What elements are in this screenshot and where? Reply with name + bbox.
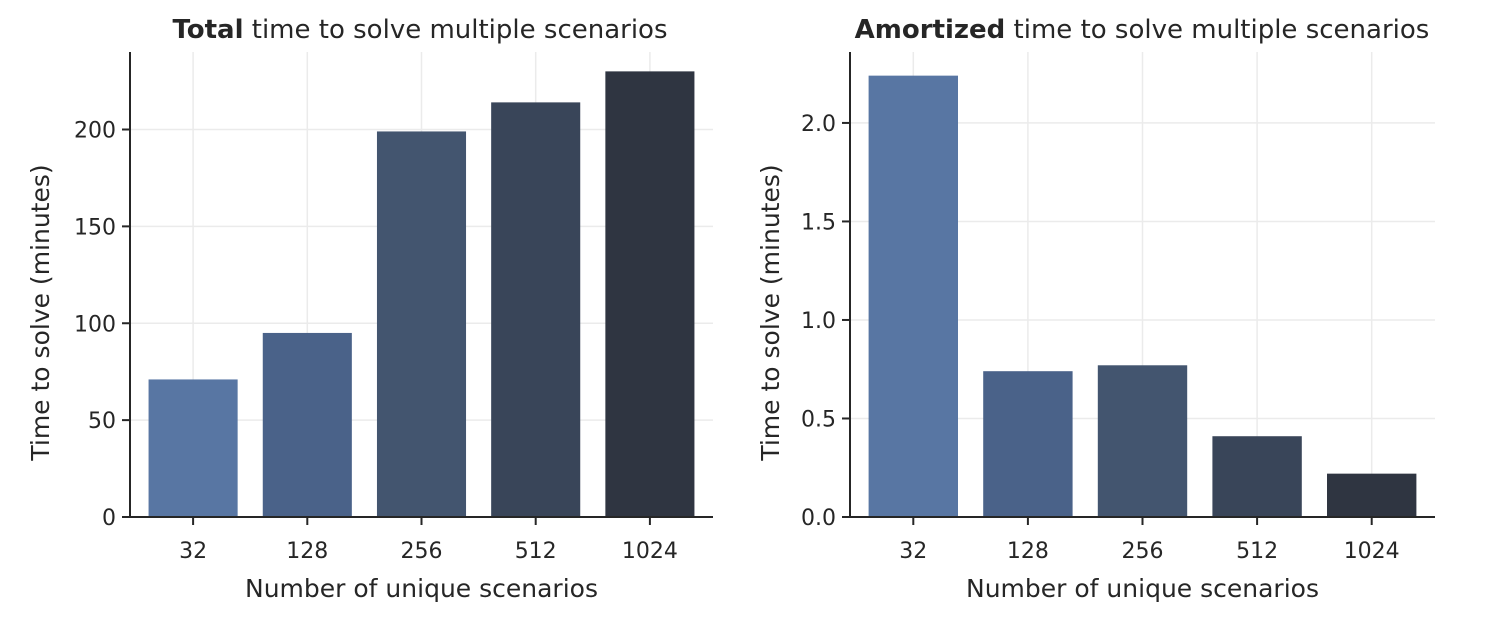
bar-32: [868, 75, 958, 517]
x-tick-label: 512: [1236, 539, 1278, 564]
x-tick-label: 32: [179, 539, 207, 564]
x-axis-label: Number of unique scenarios: [966, 574, 1319, 603]
bar-256: [376, 131, 467, 517]
y-tick-label: 200: [74, 119, 116, 144]
chart-title: Amortized time to solve multiple scenari…: [855, 15, 1430, 45]
bar-512: [1212, 436, 1302, 517]
x-tick-label: 512: [515, 539, 557, 564]
y-tick-label: 0.5: [801, 407, 836, 432]
chart-title: Total time to solve multiple scenarios: [172, 15, 667, 45]
bar-1024: [1327, 473, 1417, 517]
x-tick-label: 128: [286, 539, 328, 564]
y-tick-label: 1.5: [801, 210, 836, 235]
chart-title-rest: time to solve multiple scenarios: [1005, 15, 1429, 45]
y-tick-label: 50: [88, 409, 116, 434]
x-tick-label: 256: [401, 539, 443, 564]
bar-256: [1097, 365, 1188, 517]
bar-512: [491, 102, 581, 517]
bar-1024: [605, 71, 695, 517]
x-tick-label: 32: [899, 539, 927, 564]
y-tick-label: 0: [102, 506, 116, 531]
chart-title-bold: Total: [172, 15, 243, 45]
y-tick-label: 150: [74, 215, 116, 240]
x-tick-label: 1024: [622, 539, 678, 564]
bar-128: [262, 332, 352, 517]
x-tick-label: 1024: [1344, 539, 1400, 564]
y-axis-label: Time to solve (minutes): [26, 164, 55, 461]
y-tick-label: 1.0: [801, 309, 836, 334]
x-axis-label: Number of unique scenarios: [245, 574, 598, 603]
y-axis-label: Time to solve (minutes): [756, 164, 785, 461]
chart-title-rest: time to solve multiple scenarios: [244, 15, 668, 45]
chart-title-bold: Amortized: [855, 15, 1006, 45]
y-tick-label: 0.0: [801, 506, 836, 531]
x-tick-label: 128: [1007, 539, 1049, 564]
chart-panel-1: 0 50 100 150 200 32 128 256 512 1024 Number of uni…: [26, 15, 713, 603]
y-tick-label: 2.0: [801, 112, 836, 137]
bar-128: [983, 371, 1073, 517]
x-tick-label: 256: [1122, 539, 1164, 564]
bar-32: [148, 379, 238, 517]
chart-panel-2: 0.0 0.5 1.0 1.5 2.0 32 128 256 512 1024 Number of …: [756, 15, 1435, 603]
y-tick-label: 100: [74, 312, 116, 337]
